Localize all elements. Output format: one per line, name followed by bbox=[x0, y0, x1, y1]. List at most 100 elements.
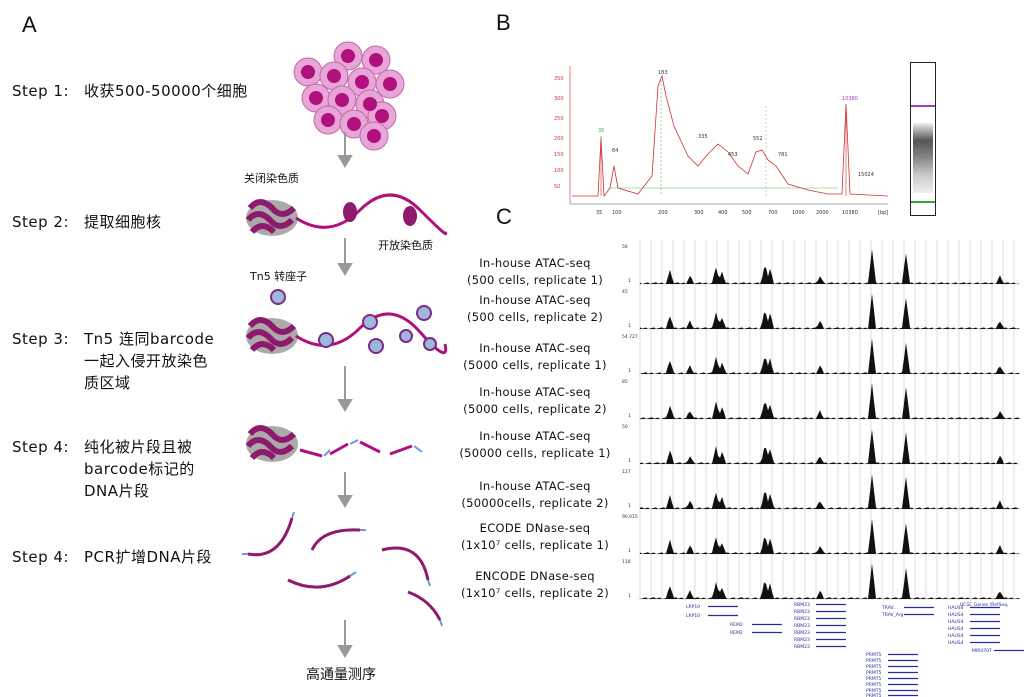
gene-label: MIR4707 bbox=[972, 648, 992, 654]
y-tick: 200 bbox=[554, 136, 564, 142]
step-text: 纯化被片段且被 bbox=[84, 438, 193, 456]
peak-label: 10380 bbox=[842, 96, 858, 102]
track-subtitle: (5000 cells, replicate 2) bbox=[463, 402, 607, 416]
track-subtitle: (5000 cells, replicate 1) bbox=[463, 358, 607, 372]
track-scale-min: 1 bbox=[628, 548, 631, 554]
step-text: Tn5 连同barcode bbox=[84, 330, 215, 348]
track-subtitle: (500 cells, replicate 1) bbox=[466, 273, 604, 287]
x-tick: 200 bbox=[658, 210, 668, 216]
track-label: In-house ATAC-seq (500 cells, replicate 2… bbox=[440, 292, 630, 326]
bioanalyzer-trace: 350 300 250 200 150 100 50 35 100 200 30… bbox=[554, 66, 888, 216]
gene-label: PRMT5 bbox=[866, 682, 881, 688]
gene-label: HAUS4 bbox=[948, 626, 964, 632]
chromatin-step2 bbox=[245, 193, 448, 236]
track-title: ENCODE DNase-seq bbox=[475, 569, 595, 583]
gene-label: RBM23 bbox=[794, 623, 810, 629]
gene-label: RBM23 bbox=[794, 602, 810, 608]
gene-legend: UCSC Genes (RefSeq, bbox=[960, 602, 1008, 608]
track-label: In-house ATAC-seq (50000cells, replicate … bbox=[440, 478, 630, 512]
step-3: Step 3: Tn5 连同barcode 一起入侵开放染色 质区域 bbox=[12, 328, 214, 394]
gene-label: REM2 bbox=[730, 622, 743, 628]
gene-label: LRP10 bbox=[686, 604, 700, 610]
track-label: In-house ATAC-seq (5000 cells, replicate … bbox=[440, 384, 630, 418]
track-title: In-house ATAC-seq bbox=[479, 385, 591, 399]
gene-label: PRMT5 bbox=[866, 652, 881, 658]
track-scale-max: 56 bbox=[622, 244, 628, 250]
track-title: In-house ATAC-seq bbox=[479, 429, 591, 443]
track-subtitle: (1x10⁷ cells, replicate 2) bbox=[460, 586, 610, 600]
x-tick: 500 bbox=[742, 210, 752, 216]
x-tick: 2000 bbox=[816, 210, 829, 216]
signal-track bbox=[640, 429, 1020, 464]
track-scale-min: 1 bbox=[628, 413, 631, 419]
track-subtitle: (50000cells, replicate 2) bbox=[461, 496, 609, 510]
x-unit: [bp] bbox=[878, 210, 888, 216]
track-scale-min: 1 bbox=[628, 368, 631, 374]
y-tick: 100 bbox=[554, 168, 564, 174]
flow-arrows bbox=[337, 132, 353, 658]
peak-label: 453 bbox=[728, 152, 738, 158]
tn5-label: Tn5 转座子 bbox=[250, 270, 308, 283]
track-subtitle: (500 cells, replicate 2) bbox=[466, 310, 604, 324]
panel-letter-c: C bbox=[496, 204, 512, 229]
gene-label: HAUS4 bbox=[948, 633, 964, 639]
step-2: Step 2: 提取细胞核 bbox=[12, 211, 162, 233]
panel-letter-a: A bbox=[22, 12, 37, 37]
track-label: ENCODE DNase-seq (1x10⁷ cells, replicate … bbox=[440, 568, 630, 602]
gene-label: PRMT5 bbox=[866, 688, 881, 694]
track-scale-max: 96.015 bbox=[622, 514, 638, 520]
track-scale-min: 1 bbox=[628, 593, 631, 599]
step-label: Step 4: bbox=[12, 548, 70, 566]
signal-track bbox=[640, 293, 1020, 329]
atac-workflow-diagram bbox=[242, 41, 448, 658]
track-scale-min: 1 bbox=[628, 278, 631, 284]
track-title: In-house ATAC-seq bbox=[479, 256, 591, 270]
signal-track bbox=[640, 249, 1020, 284]
step-text: barcode标记的 bbox=[84, 460, 195, 478]
track-scale-max: 85 bbox=[622, 379, 628, 385]
x-tick: 1000 bbox=[792, 210, 805, 216]
track-label: In-house ATAC-seq (50000 cells, replicate… bbox=[440, 428, 630, 462]
gene-label: PRMT5 bbox=[866, 693, 881, 697]
step-label: Step 1: bbox=[12, 82, 70, 100]
track-subtitle: (1x10⁷ cells, replicate 1) bbox=[460, 538, 610, 552]
gene-label: REM2 bbox=[730, 630, 743, 636]
y-tick: 350 bbox=[554, 76, 564, 82]
track-scale-min: 1 bbox=[628, 503, 631, 509]
cell-cluster bbox=[293, 41, 405, 151]
signal-track bbox=[640, 518, 1020, 554]
track-subtitle: (50000 cells, replicate 1) bbox=[459, 446, 611, 460]
gene-label: HAUS4 bbox=[948, 619, 964, 625]
peak-label: 552 bbox=[753, 136, 763, 142]
gene-label: RBM23 bbox=[794, 644, 810, 650]
y-tick: 300 bbox=[554, 96, 564, 102]
gene-label: HAUS4 bbox=[948, 612, 964, 618]
gene-label: RBM23 bbox=[794, 616, 810, 622]
track-scale-max: 54.727 bbox=[622, 334, 638, 340]
peak-label: 35 bbox=[598, 128, 604, 134]
step-text: DNA片段 bbox=[84, 482, 150, 500]
step-4: Step 4: 纯化被片段且被 barcode标记的 DNA片段 bbox=[12, 436, 195, 502]
chromatin-step4 bbox=[245, 425, 423, 462]
gene-label: RBM23 bbox=[794, 630, 810, 636]
track-label: In-house ATAC-seq (500 cells, replicate 1… bbox=[440, 255, 630, 289]
gene-label: PRMT5 bbox=[866, 670, 881, 676]
peak-label: 64 bbox=[612, 148, 618, 154]
track-label: ECODE DNase-seq (1x10⁷ cells, replicate 1… bbox=[440, 520, 630, 554]
gene-label: PRMT5 bbox=[866, 676, 881, 682]
peak-label: 15024 bbox=[858, 172, 874, 178]
peak-label: 335 bbox=[698, 134, 708, 140]
y-tick: 250 bbox=[554, 116, 564, 122]
pcr-fragments bbox=[247, 517, 442, 621]
x-tick: 35 bbox=[596, 210, 602, 216]
step-text: PCR扩增DNA片段 bbox=[84, 548, 212, 566]
track-title: In-house ATAC-seq bbox=[479, 293, 591, 307]
x-tick: 700 bbox=[768, 210, 778, 216]
gene-label: HAUS4 bbox=[948, 640, 964, 646]
track-scale-max: 50 bbox=[622, 424, 628, 430]
step-1: Step 1: 收获500-50000个细胞 bbox=[12, 80, 248, 102]
y-tick: 50 bbox=[554, 184, 560, 190]
step-label: Step 2: bbox=[12, 213, 70, 231]
x-tick: 400 bbox=[718, 210, 728, 216]
